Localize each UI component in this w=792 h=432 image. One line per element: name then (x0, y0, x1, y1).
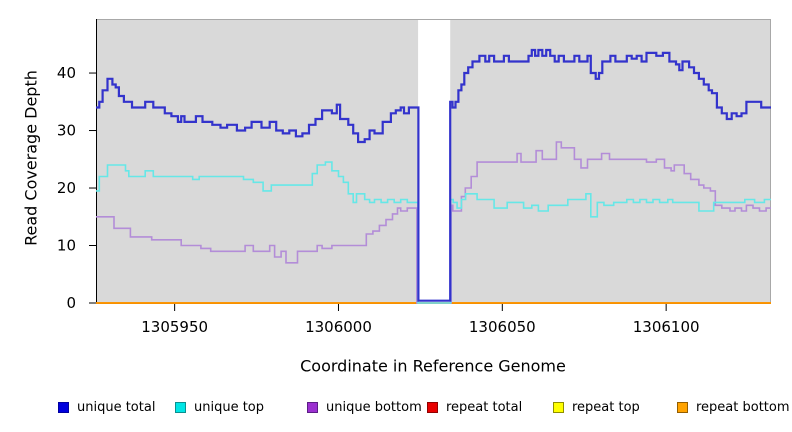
legend-item-unique-total: unique total (58, 399, 155, 415)
legend-swatch-icon (175, 401, 186, 413)
y-tick-label: 10 (57, 237, 76, 255)
legend-swatch-icon (307, 401, 318, 413)
y-tick-label: 40 (57, 64, 76, 82)
y-tick-label: 30 (57, 122, 76, 140)
x-tick-label: 1305950 (141, 318, 208, 336)
legend-swatch-icon (553, 401, 564, 413)
series-line-unique-total (96, 48, 771, 302)
x-tick-label: 1306100 (633, 318, 700, 336)
legend-swatch-icon (677, 401, 688, 413)
y-tick-label: 20 (57, 179, 76, 197)
legend-label: repeat bottom (696, 399, 790, 415)
series-line-unique-bottom (96, 141, 771, 304)
legend-swatch-icon (58, 401, 69, 413)
legend-item-repeat-bottom: repeat bottom (677, 399, 790, 415)
legend: unique total unique top unique bottom repea… (0, 399, 792, 417)
series-line-unique-top (96, 161, 771, 304)
x-axis-title: Coordinate in Reference Genome (300, 356, 566, 376)
legend-item-repeat-total: repeat total (427, 399, 522, 415)
legend-item-unique-bottom: unique bottom (307, 399, 422, 415)
x-tick-label: 1306000 (305, 318, 372, 336)
legend-label: repeat top (572, 399, 640, 415)
coverage-gap-mask (418, 0, 451, 302)
legend-label: unique bottom (326, 399, 422, 415)
legend-label: unique top (194, 399, 265, 415)
legend-swatch-icon (427, 401, 438, 413)
x-tick-label: 1306050 (469, 318, 536, 336)
legend-item-unique-top: unique top (175, 399, 264, 415)
legend-label: repeat total (446, 399, 523, 415)
legend-label: unique total (77, 399, 156, 415)
legend-item-repeat-top: repeat top (553, 399, 640, 415)
y-axis-title: Read Coverage Depth (21, 70, 41, 246)
y-tick-label: 0 (66, 294, 76, 312)
